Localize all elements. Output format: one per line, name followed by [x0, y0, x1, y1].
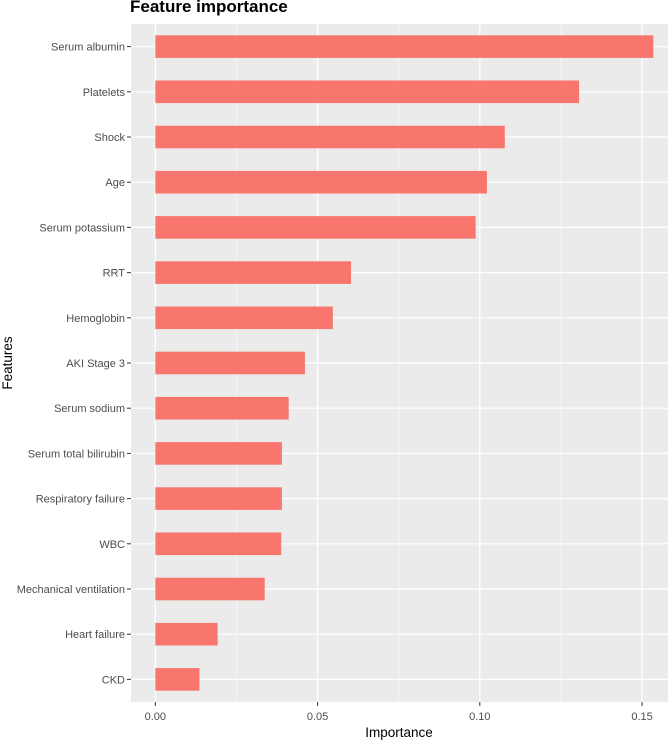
y-tick-label: Hemoglobin	[66, 313, 125, 325]
y-axis-ticks: Serum albumin Platelets Shock Age Serum pota…	[17, 42, 131, 686]
bar	[155, 442, 282, 465]
bar	[155, 622, 218, 646]
bars	[155, 35, 654, 691]
y-tick-label: Platelets	[83, 87, 126, 99]
y-tick-label: Serum sodium	[54, 403, 125, 415]
bar	[155, 396, 289, 420]
x-axis-ticks: 0.00 0.05 0.10 0.15	[145, 702, 653, 723]
y-tick-label: Serum total bilirubin	[28, 448, 125, 460]
y-tick-label: Mechanical ventilation	[17, 584, 125, 596]
y-tick-label: Respiratory failure	[36, 494, 125, 506]
bar	[155, 532, 282, 556]
y-tick-label: Shock	[94, 132, 125, 144]
x-tick-label: 0.00	[145, 711, 166, 723]
y-tick-label: WBC	[99, 539, 125, 551]
bar	[155, 351, 305, 375]
bar	[155, 487, 282, 510]
x-axis-title: Importance	[365, 725, 433, 740]
bar	[155, 577, 265, 601]
bar	[155, 216, 476, 239]
x-tick-label: 0.05	[307, 711, 328, 723]
y-tick-label: RRT	[103, 268, 126, 280]
bar	[155, 306, 333, 330]
y-tick-label: Serum potassium	[39, 222, 125, 234]
bar	[155, 80, 580, 104]
x-tick-label: 0.15	[631, 711, 652, 723]
bar	[155, 668, 200, 691]
bar	[155, 261, 351, 284]
x-tick-label: 0.10	[469, 711, 490, 723]
bar	[155, 170, 487, 194]
y-tick-label: Age	[105, 177, 125, 189]
y-axis-title: Features	[0, 336, 15, 390]
bar	[155, 35, 654, 58]
bar	[155, 125, 505, 149]
y-tick-label: CKD	[102, 674, 125, 686]
y-tick-label: Heart failure	[65, 629, 125, 641]
y-tick-label: Serum albumin	[51, 42, 125, 54]
chart-title: Feature importance	[130, 0, 288, 16]
y-tick-label: AKI Stage 3	[66, 358, 125, 370]
